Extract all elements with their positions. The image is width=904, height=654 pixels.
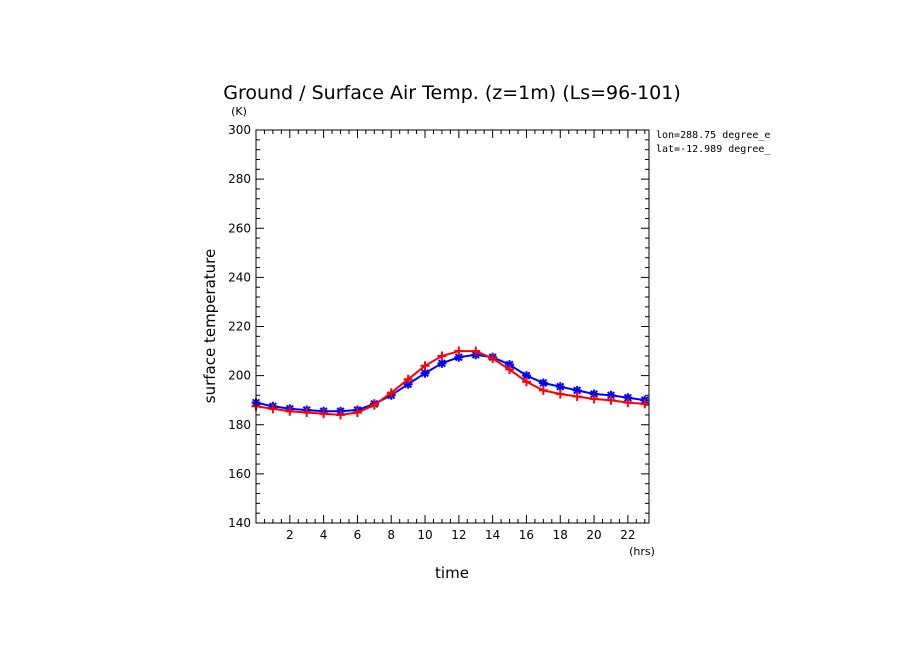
- plot-frame: [255, 129, 650, 524]
- y-tick-label: 160: [228, 467, 251, 481]
- y-unit-label: (K): [231, 105, 247, 118]
- data-point: [471, 346, 481, 356]
- x-tick-label: 4: [320, 528, 328, 542]
- y-tick-label: 140: [228, 516, 251, 530]
- x-tick-label: 8: [387, 528, 395, 542]
- x-unit-label: (hrs): [629, 545, 655, 558]
- data-point: [386, 388, 396, 398]
- y-tick-label: 280: [228, 172, 251, 186]
- y-tick-label: 200: [228, 369, 251, 383]
- x-tick-label: 12: [451, 528, 466, 542]
- data-point: [623, 398, 633, 408]
- data-point: [488, 353, 498, 363]
- data-point: [352, 407, 362, 417]
- data-point: [538, 385, 548, 395]
- data-series: [251, 346, 650, 420]
- data-point: [454, 346, 464, 356]
- y-tick-label: 240: [228, 270, 251, 284]
- series-1: [251, 346, 650, 420]
- data-point: [302, 407, 312, 417]
- data-point: [505, 364, 515, 374]
- data-point: [403, 374, 413, 384]
- data-point: [572, 392, 582, 402]
- chart-title: Ground / Surface Air Temp. (z=1m) (Ls=96…: [223, 82, 681, 104]
- data-point: [521, 371, 531, 381]
- data-point: [437, 351, 447, 361]
- y-tick-label: 260: [228, 221, 251, 235]
- y-tick-label: 300: [228, 123, 251, 137]
- data-point: [420, 361, 430, 371]
- series-0: [251, 350, 650, 416]
- data-point: [336, 410, 346, 420]
- annotation-lat: lat=-12.989 degree_: [656, 144, 771, 155]
- y-axis-label: surface temperature: [201, 249, 219, 404]
- axis-ticks: 140 160 180 200 220 240 260 280 300 2 4 6 8 10 12 14 16 1…: [228, 123, 649, 542]
- x-tick-label: 20: [586, 528, 601, 542]
- annotation-lon: lon=288.75 degree_e: [656, 130, 770, 141]
- data-point: [369, 400, 379, 410]
- data-point: [555, 389, 565, 399]
- x-tick-label: 10: [417, 528, 432, 542]
- data-point: [285, 406, 295, 416]
- data-point: [589, 394, 599, 404]
- x-tick-label: 18: [553, 528, 568, 542]
- x-tick-label: 14: [485, 528, 500, 542]
- data-point: [319, 409, 329, 419]
- y-tick-label: 180: [228, 418, 251, 432]
- data-point: [521, 377, 531, 387]
- x-axis-label: time: [435, 564, 469, 582]
- data-point: [606, 395, 616, 405]
- x-tick-label: 2: [286, 528, 294, 542]
- y-tick-label: 220: [228, 320, 251, 334]
- series-line: [255, 353, 645, 413]
- x-tick-label: 22: [620, 528, 635, 542]
- data-point: [268, 404, 278, 414]
- x-tick-label: 16: [519, 528, 534, 542]
- x-tick-label: 6: [354, 528, 362, 542]
- data-point: [640, 399, 650, 409]
- data-point: [538, 378, 548, 388]
